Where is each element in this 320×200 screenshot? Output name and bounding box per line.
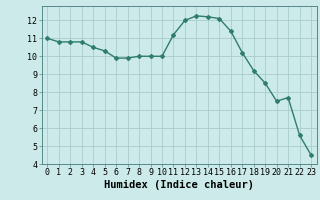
X-axis label: Humidex (Indice chaleur): Humidex (Indice chaleur) [104, 180, 254, 190]
